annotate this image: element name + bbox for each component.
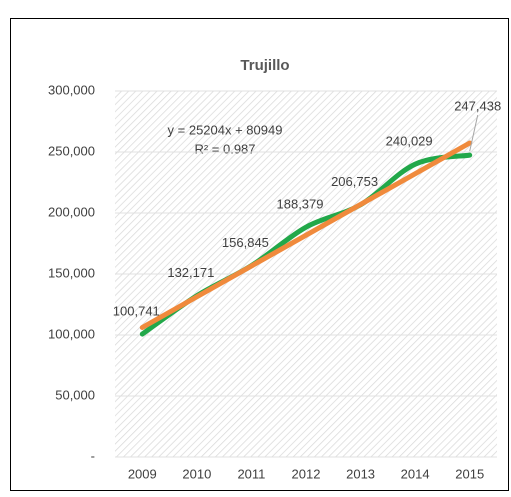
data-label: 132,171: [167, 265, 214, 280]
chart-title: Trujillo: [240, 57, 289, 74]
leader-line: [469, 115, 479, 152]
data-label: 240,029: [386, 134, 433, 149]
y-tick-label: 300,000: [48, 82, 95, 97]
data-label: 188,379: [277, 197, 324, 212]
y-tick-label: 250,000: [48, 143, 95, 158]
data-label: 156,845: [222, 235, 269, 250]
x-tick-label: 2015: [455, 466, 484, 481]
x-tick-label: 2012: [292, 466, 321, 481]
trend-r2: R² = 0.987: [194, 141, 255, 156]
data-label: 206,753: [331, 174, 378, 189]
y-tick-label: 200,000: [48, 204, 95, 219]
data-label: 247,438: [454, 99, 501, 114]
trendline: [139, 140, 473, 330]
y-tick-label: 150,000: [48, 265, 95, 280]
x-tick-label: 2013: [346, 466, 375, 481]
trend-equation: y = 25204x + 80949: [168, 122, 283, 137]
y-tick-label: 100,000: [48, 326, 95, 341]
x-tick-label: 2014: [401, 466, 430, 481]
x-tick-label: 2011: [237, 466, 265, 481]
x-tick-label: 2009: [128, 466, 157, 481]
y-tick-label: -: [91, 448, 95, 463]
data-label: 100,741: [113, 304, 160, 319]
y-tick-label: 50,000: [55, 387, 95, 402]
x-tick-label: 2010: [182, 466, 211, 481]
